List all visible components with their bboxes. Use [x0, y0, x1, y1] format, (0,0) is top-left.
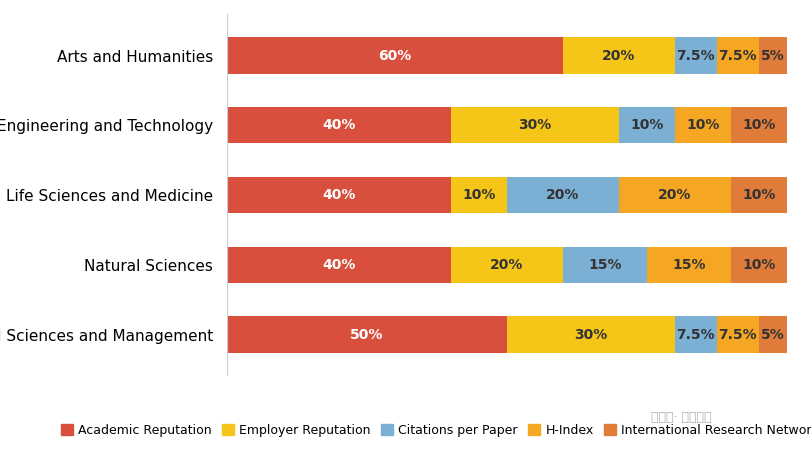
Text: 7.5%: 7.5%: [719, 328, 757, 341]
Bar: [731, 107, 787, 144]
Text: 15%: 15%: [672, 258, 706, 272]
Bar: [759, 316, 787, 353]
Bar: [227, 107, 451, 144]
Text: 40%: 40%: [322, 258, 356, 272]
Text: 10%: 10%: [742, 118, 775, 132]
Text: 10%: 10%: [462, 188, 496, 202]
Text: 10%: 10%: [686, 118, 719, 132]
Bar: [227, 246, 451, 283]
Text: 5%: 5%: [761, 328, 784, 341]
Text: 20%: 20%: [658, 188, 692, 202]
Bar: [619, 107, 675, 144]
Text: 60%: 60%: [379, 49, 411, 62]
Text: 40%: 40%: [322, 188, 356, 202]
Text: 20%: 20%: [546, 188, 580, 202]
Text: 5%: 5%: [761, 49, 784, 62]
Text: 30%: 30%: [574, 328, 607, 341]
Bar: [507, 177, 619, 213]
Bar: [563, 38, 675, 74]
Text: 30%: 30%: [518, 118, 551, 132]
Bar: [717, 316, 758, 353]
Bar: [675, 316, 717, 353]
Bar: [227, 38, 563, 74]
Bar: [451, 177, 507, 213]
Bar: [451, 107, 619, 144]
Text: 15%: 15%: [588, 258, 621, 272]
Text: 10%: 10%: [742, 258, 775, 272]
Bar: [731, 246, 787, 283]
Text: 10%: 10%: [742, 188, 775, 202]
Text: 7.5%: 7.5%: [719, 49, 757, 62]
Bar: [717, 38, 758, 74]
Bar: [731, 177, 787, 213]
Bar: [507, 316, 675, 353]
Text: 50%: 50%: [350, 328, 384, 341]
Bar: [227, 177, 451, 213]
Bar: [227, 316, 507, 353]
Text: 40%: 40%: [322, 118, 356, 132]
Text: 7.5%: 7.5%: [676, 49, 715, 62]
Bar: [675, 38, 717, 74]
Bar: [563, 246, 646, 283]
Bar: [619, 177, 731, 213]
Text: 7.5%: 7.5%: [676, 328, 715, 341]
Text: 20%: 20%: [602, 49, 636, 62]
Legend: Academic Reputation, Employer Reputation, Citations per Paper, H-Index, Internat: Academic Reputation, Employer Reputation…: [56, 419, 811, 442]
Text: 公众号· 剑藤教育: 公众号· 剑藤教育: [651, 411, 711, 424]
Bar: [451, 246, 563, 283]
Bar: [759, 38, 787, 74]
Bar: [646, 246, 731, 283]
Bar: [675, 107, 731, 144]
Text: 20%: 20%: [490, 258, 524, 272]
Text: 10%: 10%: [630, 118, 663, 132]
